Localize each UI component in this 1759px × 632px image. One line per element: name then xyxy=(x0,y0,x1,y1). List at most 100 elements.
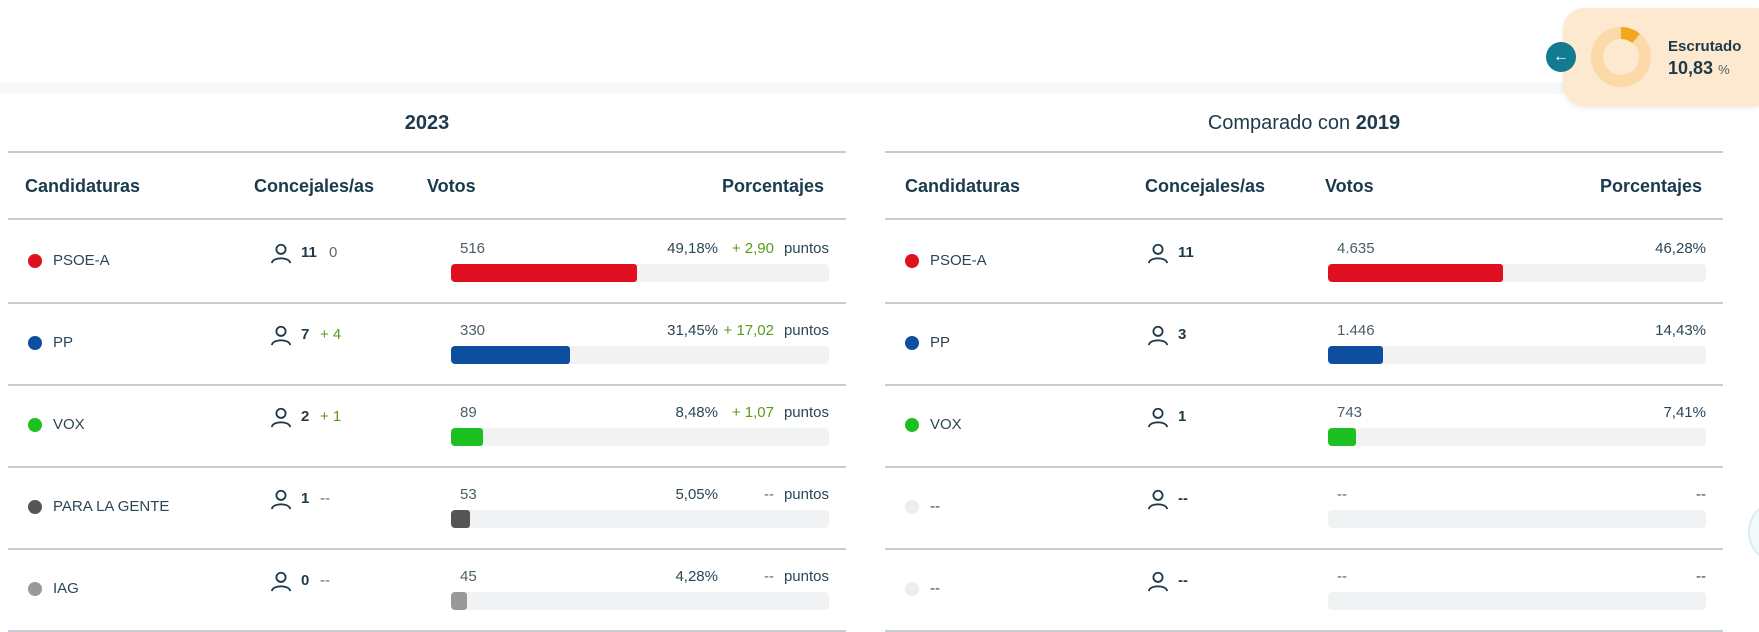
votes-count: 89 xyxy=(460,404,477,421)
vote-bar-track xyxy=(451,264,829,282)
table-row: -- -- -- -- xyxy=(885,466,1723,550)
seats-count: -- xyxy=(1178,572,1188,589)
user-icon xyxy=(270,324,292,346)
points-label: puntos xyxy=(783,568,829,585)
vote-bar-fill xyxy=(1328,428,1356,446)
header-votos: Votos xyxy=(1325,176,1374,196)
party-color-dot xyxy=(905,418,919,432)
vote-bar-track xyxy=(451,592,829,610)
percentage: 49,18% xyxy=(667,240,718,257)
table-row: IAG 0 -- 4,28% -- puntos 45 xyxy=(8,548,846,632)
user-icon xyxy=(270,570,292,592)
vote-bar-track xyxy=(1328,592,1706,610)
seats-diff: 0 xyxy=(329,244,338,261)
percentage: 46,28% xyxy=(1655,240,1706,257)
escrutado-number: 10,83 xyxy=(1668,58,1714,78)
table-row: PARA LA GENTE 1 -- 5,05% -- puntos 53 xyxy=(8,466,846,550)
escrutado-unit: % xyxy=(1718,62,1730,77)
seats-count: 2 xyxy=(301,408,310,425)
party-color-dot xyxy=(905,500,919,514)
escrutado-donut xyxy=(1591,27,1651,87)
party-name: PP xyxy=(930,334,951,351)
votes-count: 4.635 xyxy=(1337,240,1375,257)
user-icon xyxy=(270,242,292,264)
points-diff: -- xyxy=(764,486,774,503)
party-color-dot xyxy=(28,254,42,268)
vote-bar-fill xyxy=(451,428,484,446)
points-label: puntos xyxy=(783,322,829,339)
seats-count: 1 xyxy=(1178,408,1187,425)
party-name: PARA LA GENTE xyxy=(53,498,170,515)
divider xyxy=(8,218,846,220)
header-porcentajes: Porcentajes xyxy=(1599,176,1702,196)
vote-bar-track xyxy=(1328,510,1706,528)
vote-bar-track xyxy=(1328,264,1706,282)
votes-count: 45 xyxy=(460,568,477,585)
table-row: PSOE-A 11 0 49,18% + 2,90 puntos 516 xyxy=(8,220,846,304)
votes-count: 53 xyxy=(460,486,477,503)
header-concejales: Concejales/as xyxy=(1145,176,1266,196)
user-icon xyxy=(1147,488,1169,510)
seats-diff: + 4 xyxy=(320,326,342,343)
percentage: 7,41% xyxy=(1663,404,1706,421)
vote-bar-track xyxy=(451,428,829,446)
user-icon xyxy=(1147,324,1169,346)
vote-bar-fill xyxy=(1328,264,1503,282)
seats-count: 0 xyxy=(301,572,310,589)
user-icon xyxy=(1147,570,1169,592)
seats-count: 3 xyxy=(1178,326,1187,343)
user-icon xyxy=(1147,406,1169,428)
side-floating-button[interactable] xyxy=(1748,500,1759,564)
points-diff: -- xyxy=(764,568,774,585)
seats-diff: + 1 xyxy=(320,408,342,425)
vote-bar-fill xyxy=(451,346,570,364)
arrow-left-icon: ← xyxy=(1553,48,1569,65)
title-year: 2019 xyxy=(1355,112,1401,134)
user-icon xyxy=(270,406,292,428)
collapse-arrow-button[interactable]: ← xyxy=(1546,42,1576,72)
user-icon xyxy=(1147,242,1169,264)
header-candidaturas: Candidaturas xyxy=(25,176,141,196)
votes-count: 330 xyxy=(460,322,486,339)
vote-bar-track xyxy=(1328,428,1706,446)
party-name: VOX xyxy=(53,416,85,433)
vote-bar-fill xyxy=(451,592,468,610)
panel-title-2019: Comparado con 2019 xyxy=(885,112,1723,135)
points-diff: + 17,02 xyxy=(723,322,774,339)
table-row: VOX 2 + 1 8,48% + 1,07 puntos 89 xyxy=(8,384,846,468)
party-color-dot xyxy=(28,582,42,596)
table-row: PP 7 + 4 31,45% + 17,02 puntos 330 xyxy=(8,302,846,386)
points-label: puntos xyxy=(783,240,829,257)
vote-bar-track xyxy=(451,510,829,528)
points-diff: + 2,90 xyxy=(731,240,774,257)
table-row: VOX 1 7,41% 743 xyxy=(885,384,1723,468)
percentage: 31,45% xyxy=(667,322,718,339)
points-label: puntos xyxy=(783,404,829,421)
header-concejales: Concejales/as xyxy=(254,176,375,196)
party-color-dot xyxy=(905,336,919,350)
party-color-dot xyxy=(905,254,919,268)
party-name: IAG xyxy=(53,580,79,597)
votes-count: 1.446 xyxy=(1337,322,1375,339)
donut-track xyxy=(1591,27,1651,87)
percentage: -- xyxy=(1696,486,1706,503)
vote-bar-track xyxy=(1328,346,1706,364)
header-porcentajes: Porcentajes xyxy=(721,176,824,196)
title-year: 2023 xyxy=(404,112,450,134)
seats-diff: -- xyxy=(320,572,330,589)
percentage: 5,05% xyxy=(675,486,718,503)
points-label: puntos xyxy=(783,486,829,503)
seats-count: 1 xyxy=(301,490,310,507)
table-row: PSOE-A 11 46,28% 4.635 xyxy=(885,220,1723,304)
divider xyxy=(885,151,1723,153)
votes-count: -- xyxy=(1337,568,1347,585)
party-name: -- xyxy=(930,498,940,515)
vote-bar-track xyxy=(451,346,829,364)
party-color-dot xyxy=(28,418,42,432)
seats-count: 11 xyxy=(301,244,317,261)
panel-title-2023: 2023 xyxy=(8,112,846,135)
divider xyxy=(885,218,1723,220)
percentage: 14,43% xyxy=(1655,322,1706,339)
votes-count: 516 xyxy=(460,240,486,257)
seats-count: -- xyxy=(1178,490,1188,507)
